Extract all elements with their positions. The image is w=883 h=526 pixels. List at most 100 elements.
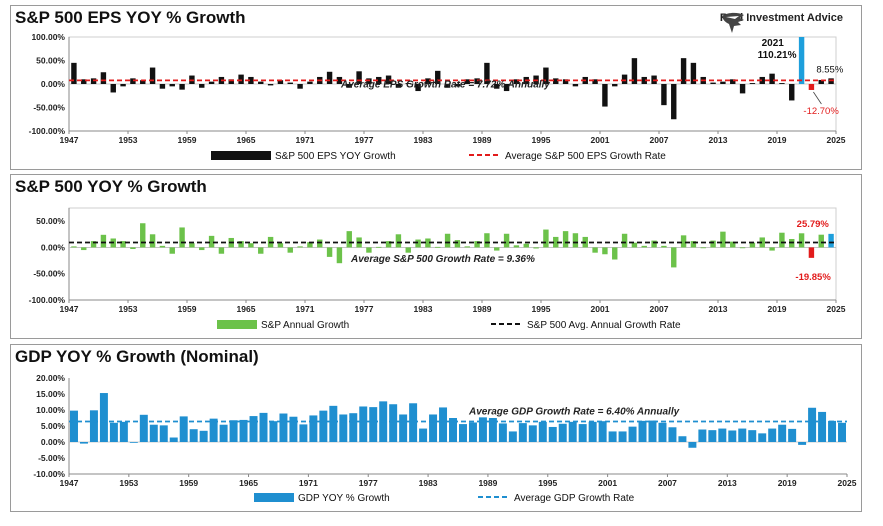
bar: [543, 67, 549, 84]
y-tick-label: -100.00%: [29, 295, 66, 305]
bar: [690, 62, 697, 84]
y-tick-label: -50.00%: [33, 269, 65, 279]
bar: [494, 84, 500, 89]
bar: [319, 410, 328, 442]
bar: [749, 83, 756, 84]
bar: [628, 426, 637, 442]
bar: [718, 428, 727, 442]
y-tick-label: 5.00%: [41, 421, 66, 431]
bar: [769, 73, 775, 84]
bar: [562, 231, 569, 248]
bar: [425, 78, 431, 84]
x-tick-label: 2013: [718, 478, 737, 488]
bar: [399, 414, 408, 442]
bar: [376, 76, 382, 84]
bar: [189, 243, 195, 248]
bar: [651, 240, 657, 248]
x-tick-label: 1983: [414, 135, 433, 145]
bar: [690, 241, 697, 248]
bar: [503, 84, 510, 92]
bar: [218, 247, 225, 254]
bar: [419, 428, 428, 442]
bar: [759, 76, 765, 84]
bar: [828, 233, 834, 248]
bar: [818, 411, 827, 442]
eps-chart-title: S&P 500 EPS YOY % Growth: [15, 8, 246, 27]
eagle-logo-icon: [721, 12, 744, 33]
bar: [680, 58, 687, 84]
bar: [661, 245, 667, 248]
legend-label-average: Average S&P 500 EPS Growth Rate: [505, 151, 666, 162]
bar: [749, 242, 756, 248]
peak-year-label: 2021: [762, 38, 785, 49]
bar: [454, 240, 461, 248]
x-tick-label: 1977: [355, 304, 374, 314]
bar: [631, 242, 638, 248]
bar: [208, 235, 215, 248]
bar: [297, 84, 303, 89]
bar: [592, 247, 598, 253]
bar: [739, 247, 746, 249]
bar: [307, 242, 313, 248]
bar: [149, 67, 156, 84]
x-tick-label: 2007: [650, 304, 669, 314]
y-tick-label: 100.00%: [31, 32, 65, 42]
bar: [494, 247, 500, 251]
bar: [309, 415, 318, 442]
sp500-chart-title: S&P 500 YOY % Growth: [15, 177, 207, 196]
bar: [199, 247, 205, 251]
x-tick-label: 1965: [237, 304, 256, 314]
bar: [498, 423, 507, 442]
bar: [405, 247, 411, 253]
bar: [366, 247, 372, 253]
y-tick-label: 0.00%: [41, 242, 66, 252]
bar: [680, 235, 687, 248]
bar: [90, 241, 97, 248]
bar: [759, 237, 765, 248]
bar: [648, 420, 657, 442]
bar: [356, 71, 362, 84]
bar: [199, 84, 205, 88]
bar: [287, 82, 293, 84]
bar: [671, 84, 677, 120]
x-tick-label: 2019: [778, 478, 797, 488]
bar: [249, 416, 258, 442]
bar: [429, 414, 438, 442]
x-tick-label: 2001: [591, 304, 610, 314]
bar: [425, 238, 431, 248]
bar: [708, 430, 717, 442]
bar: [289, 416, 298, 442]
eps-chart-panel: 100.00% 50.00% 0.00% -50.00% -100.00% 1947 195…: [10, 5, 862, 170]
y-tick-label: 50.00%: [36, 56, 65, 66]
bar: [608, 431, 617, 442]
bar: [484, 62, 490, 84]
bar: [602, 84, 608, 107]
x-tick-label: 1953: [119, 304, 138, 314]
x-tick-label: 2019: [768, 135, 787, 145]
bar: [572, 233, 579, 248]
bar: [89, 410, 98, 442]
bar: [169, 84, 175, 87]
bar: [658, 422, 667, 442]
bar: [346, 84, 352, 88]
bar: [484, 233, 490, 248]
x-tick-label: 1959: [178, 135, 197, 145]
bar: [588, 421, 597, 442]
x-tick-label: 2001: [591, 135, 610, 145]
bar: [698, 429, 707, 442]
bar: [229, 420, 238, 442]
bar: [199, 430, 208, 442]
y-tick-label: -100.00%: [29, 126, 66, 136]
bar: [209, 418, 218, 442]
bar: [100, 234, 107, 248]
bar: [435, 246, 441, 248]
x-tick-label: 1989: [473, 304, 492, 314]
bar: [259, 412, 268, 442]
legend-label-bars: GDP YOY % Growth: [298, 493, 390, 504]
bar: [621, 233, 628, 248]
y-tick-label: 50.00%: [36, 216, 65, 226]
y-tick-label: -50.00%: [33, 103, 65, 113]
bar: [139, 414, 148, 442]
bar: [474, 241, 480, 248]
bar: [444, 233, 451, 248]
